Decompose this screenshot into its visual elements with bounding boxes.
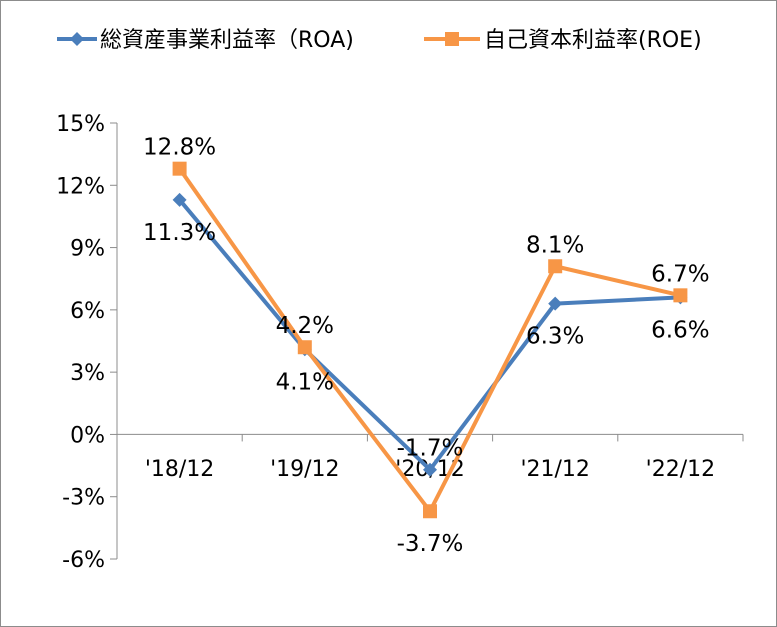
- y-axis-ticks: 15% 12% 9% 6% 3% 0% -3% -6%: [56, 112, 117, 573]
- y-tick-label: -3%: [62, 486, 105, 511]
- data-point-square: [297, 340, 312, 355]
- legend-label-roe: 自己資本利益率(ROE): [484, 28, 702, 53]
- series-line-0: [178, 198, 681, 472]
- data-point-square: [172, 161, 187, 176]
- data-labels: 11.3% 4.1% -1.7% 6.3% 6.6% 12.8% 4.2% -3.7% 8.1%…: [143, 135, 710, 558]
- y-tick-label: 0%: [70, 423, 105, 448]
- data-point-square: [423, 504, 437, 519]
- y-tick-label: 12%: [56, 174, 105, 199]
- y-tick-label: -6%: [62, 548, 105, 573]
- data-label: 4.1%: [276, 369, 334, 395]
- x-tick-label: '21/12: [520, 457, 589, 482]
- y-tick-label: 9%: [70, 237, 105, 262]
- data-point-square: [548, 259, 563, 274]
- legend-item-roe: 自己資本利益率(ROE): [424, 28, 702, 53]
- data-point-diamond: [423, 462, 437, 477]
- data-label: 4.2%: [276, 313, 334, 339]
- data-label: 6.6%: [651, 317, 709, 343]
- x-tick-label: '18/12: [145, 457, 214, 482]
- data-label: 6.3%: [526, 324, 584, 350]
- y-tick-label: 3%: [70, 361, 105, 386]
- x-axis-ticks: '18/12'19/12'20/12'21/12'22/12: [116, 434, 744, 482]
- data-point-diamond: [548, 296, 563, 311]
- data-label: 12.8%: [143, 135, 216, 161]
- data-point-square: [673, 288, 688, 303]
- axes: [116, 123, 743, 559]
- legend: 総資産事業利益率（ROA) 自己資本利益率(ROE): [57, 28, 702, 53]
- x-tick-label: '22/12: [646, 457, 715, 482]
- data-label: 6.7%: [651, 261, 709, 287]
- legend-swatch-roa-diamond-icon: [70, 32, 84, 46]
- x-tick-label: '19/12: [270, 457, 339, 482]
- legend-swatch-roe-square-icon: [445, 32, 459, 46]
- legend-item-roa: 総資産事業利益率（ROA): [57, 28, 354, 53]
- data-label: -3.7%: [397, 531, 464, 557]
- series-markers: [172, 161, 688, 519]
- legend-label-roa: 総資産事業利益率（ROA): [100, 28, 354, 53]
- data-point-diamond: [172, 192, 187, 207]
- y-tick-label: 6%: [70, 299, 105, 324]
- data-label: 8.1%: [526, 232, 584, 258]
- data-label: -1.7%: [397, 436, 464, 462]
- y-tick-label: 15%: [56, 112, 105, 137]
- data-label: 11.3%: [143, 220, 216, 246]
